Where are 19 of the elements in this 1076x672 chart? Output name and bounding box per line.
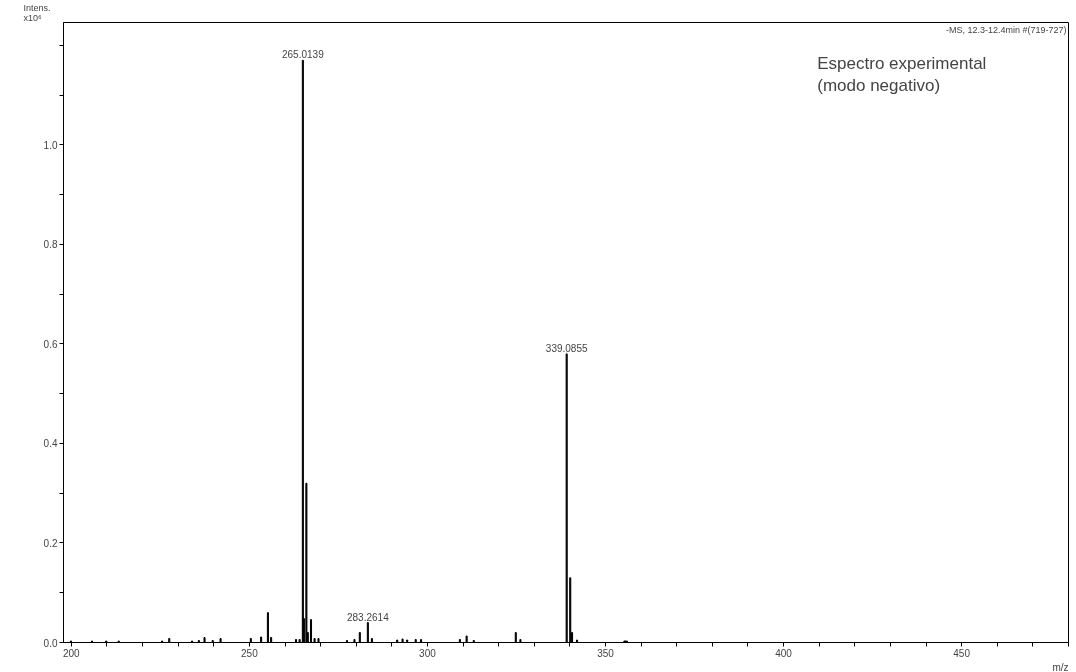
y-tick-label: 0.8	[43, 239, 58, 251]
y-axis-title: Intens. x10⁶	[23, 2, 51, 23]
x-axis-title: m/z	[1052, 661, 1069, 672]
annotation: 339.0855	[545, 342, 588, 354]
y-tick-label: 0.4	[43, 438, 58, 450]
y-tick-label: 1.0	[43, 139, 58, 151]
x-tick-label: 350	[597, 647, 615, 659]
annotation: 283.2614	[346, 611, 390, 623]
x-tick-label: 250	[241, 647, 259, 659]
annotation: Espectro experimental (modo negativo)	[817, 53, 987, 96]
annotation: 265.0139	[282, 49, 325, 61]
y-tick-label: 0.0	[43, 637, 58, 649]
x-tick-label: 450	[953, 647, 971, 659]
y-tick-label: 0.2	[43, 537, 58, 549]
x-tick-label: 300	[419, 647, 437, 659]
annotation: -MS, 12.3-12.4min #(719-727)	[945, 24, 1067, 35]
y-tick-label: 0.6	[43, 338, 58, 350]
x-tick-label: 400	[775, 647, 793, 659]
x-tick-label: 200	[62, 647, 81, 659]
